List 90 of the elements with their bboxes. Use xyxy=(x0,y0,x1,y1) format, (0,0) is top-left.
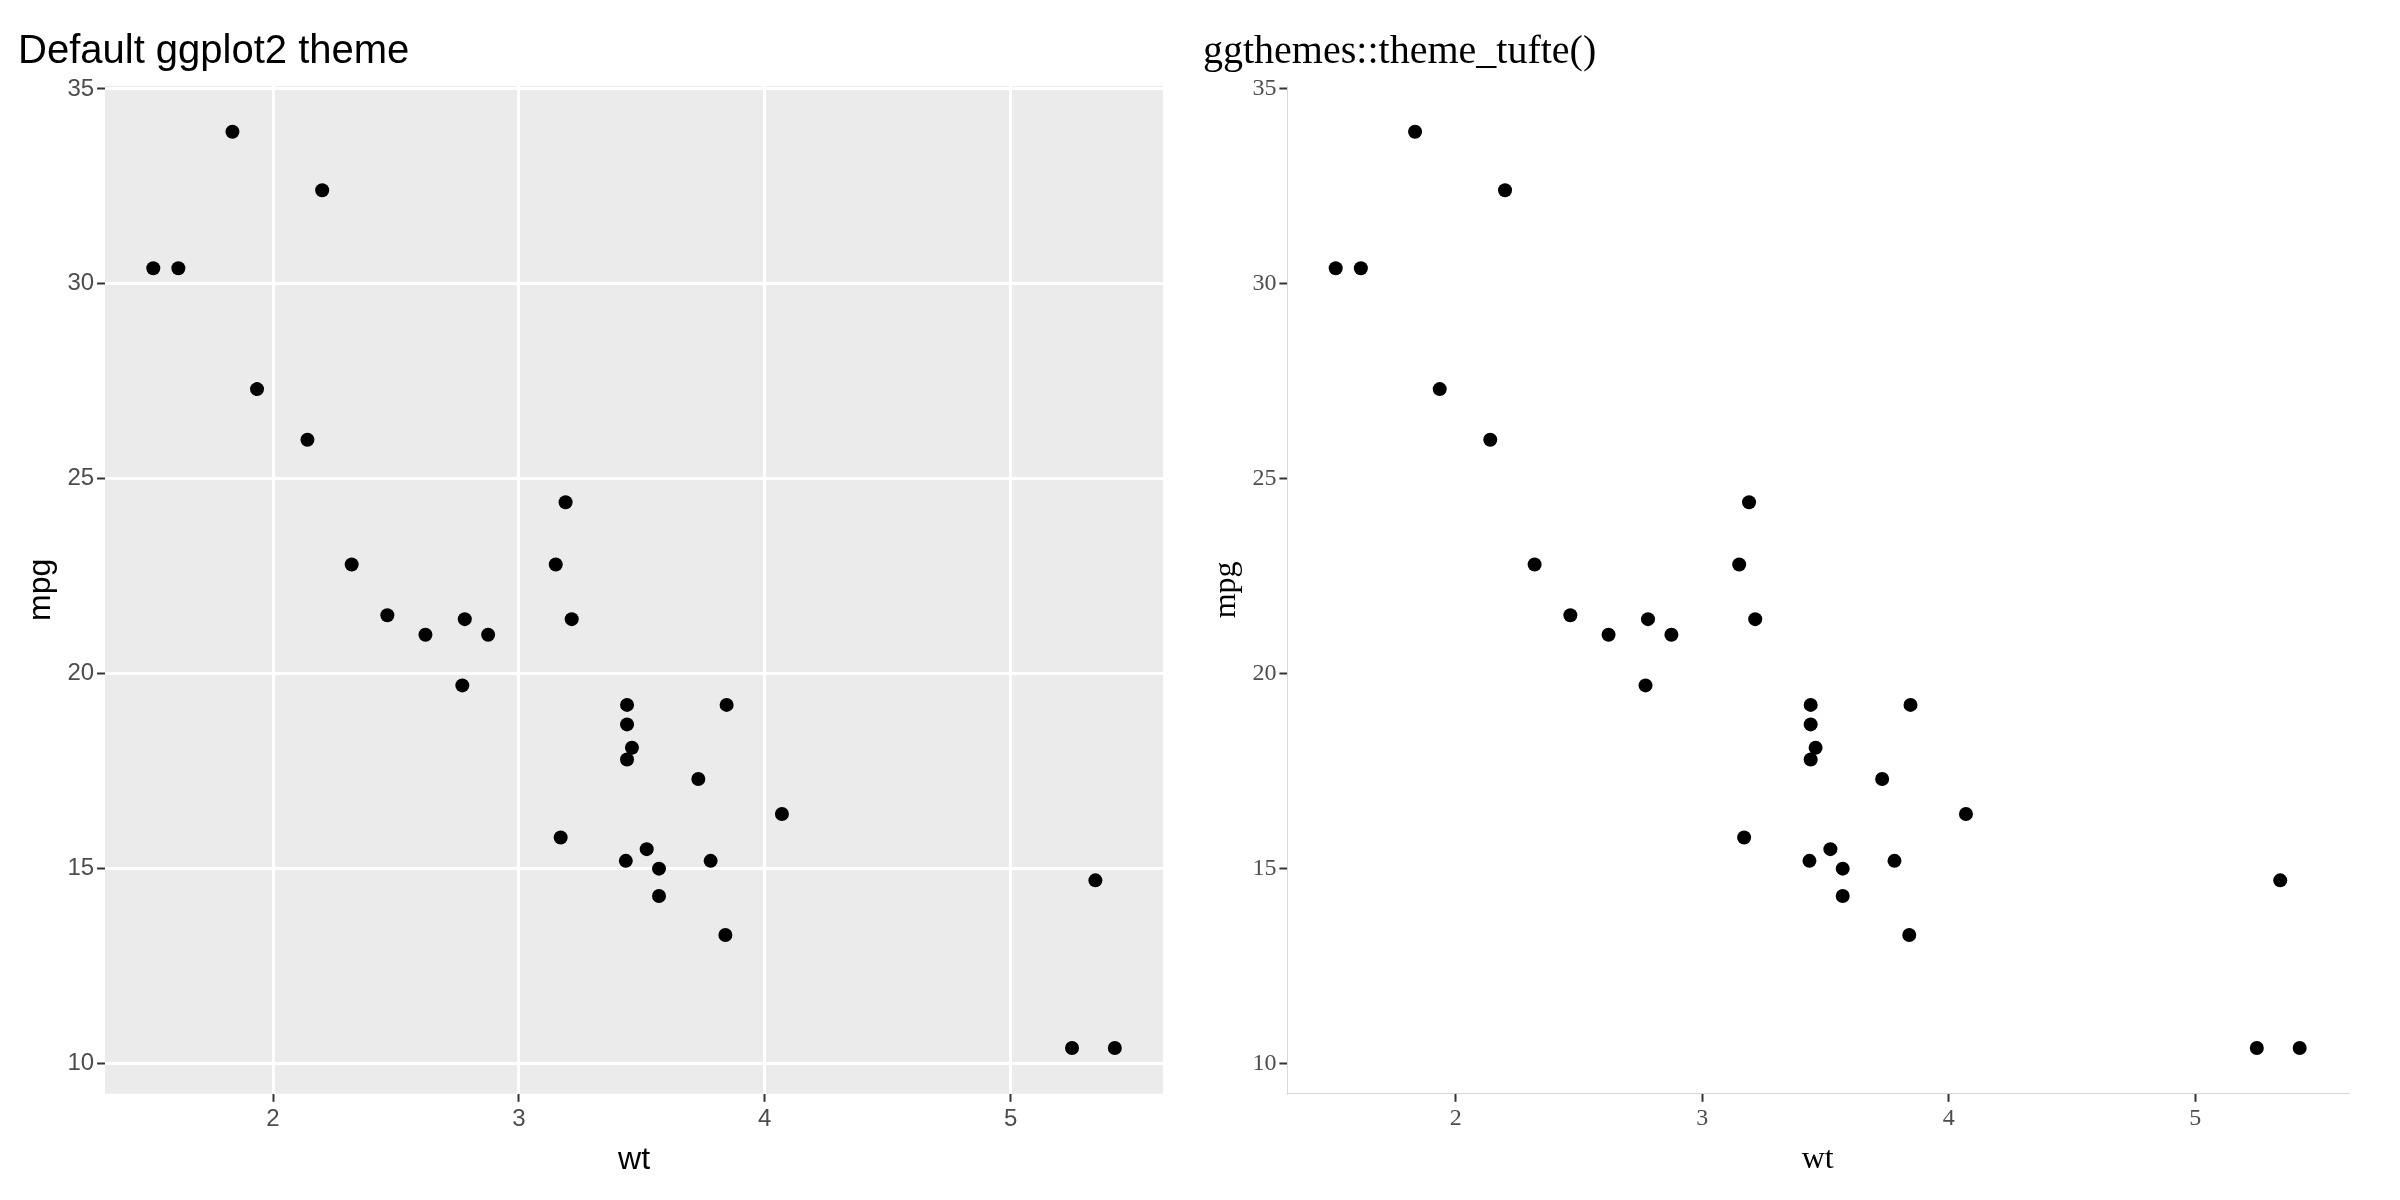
point xyxy=(1432,382,1447,397)
x-tick-label: 5 xyxy=(1003,1103,1018,1131)
point xyxy=(1742,495,1757,510)
y-tick-label: 20 xyxy=(1252,659,1277,686)
point xyxy=(250,382,265,397)
point xyxy=(457,612,472,627)
point xyxy=(718,927,733,942)
point xyxy=(2292,1040,2307,1055)
point xyxy=(553,830,568,845)
point xyxy=(1641,612,1655,627)
point xyxy=(1835,888,1850,903)
point xyxy=(620,717,635,732)
point xyxy=(2249,1040,2264,1055)
x-axis-title: wt xyxy=(617,1139,651,1176)
point xyxy=(1803,697,1818,712)
point xyxy=(1328,261,1343,276)
point xyxy=(1107,1040,1122,1055)
x-tick-label: 4 xyxy=(758,1103,772,1131)
point xyxy=(146,261,161,276)
point xyxy=(418,627,433,642)
point xyxy=(1803,717,1818,732)
point xyxy=(564,612,579,627)
point xyxy=(618,853,633,868)
point xyxy=(1353,261,1368,276)
point xyxy=(1875,771,1890,786)
point xyxy=(1958,807,1973,822)
point xyxy=(1065,1040,1080,1055)
point xyxy=(1887,853,1902,868)
point xyxy=(624,740,639,755)
point xyxy=(225,124,240,139)
x-tick-label: 3 xyxy=(1696,1104,1709,1131)
point xyxy=(1902,927,1917,942)
point xyxy=(1803,752,1818,767)
point xyxy=(300,432,315,447)
y-tick-label: 10 xyxy=(1252,1048,1277,1075)
point xyxy=(1737,830,1752,845)
y-axis-title: mpg xyxy=(21,558,58,622)
point xyxy=(1527,557,1542,572)
point xyxy=(1601,627,1616,642)
y-tick-label: 30 xyxy=(67,268,95,296)
x-tick-label: 2 xyxy=(266,1103,280,1131)
point xyxy=(652,888,666,903)
point xyxy=(1088,873,1103,888)
point xyxy=(1498,183,1513,198)
point xyxy=(1408,124,1423,139)
point xyxy=(2273,873,2288,888)
y-tick-label: 35 xyxy=(1252,74,1277,101)
point xyxy=(344,557,359,572)
point xyxy=(171,261,186,276)
point xyxy=(703,853,718,868)
x-tick-label: 5 xyxy=(2189,1104,2202,1131)
point xyxy=(1638,678,1653,693)
point xyxy=(1903,697,1918,712)
y-tick-label: 25 xyxy=(67,463,95,491)
point xyxy=(639,842,654,857)
point xyxy=(1664,627,1679,642)
y-tick-label: 30 xyxy=(1252,269,1277,296)
point xyxy=(380,608,395,623)
y-tick-label: 35 xyxy=(67,73,95,101)
point xyxy=(652,861,666,876)
y-tick-label: 20 xyxy=(67,658,95,686)
point xyxy=(558,495,573,510)
point xyxy=(548,557,563,572)
x-tick-label: 3 xyxy=(512,1103,526,1131)
chart-title: ggthemes::theme_tufte() xyxy=(1203,26,1597,72)
point xyxy=(620,752,635,767)
point xyxy=(1732,557,1747,572)
point xyxy=(1563,608,1578,623)
y-tick-label: 10 xyxy=(67,1048,95,1076)
point xyxy=(1835,861,1850,876)
point xyxy=(1823,842,1838,857)
point xyxy=(481,627,496,642)
point xyxy=(455,678,470,693)
point xyxy=(1808,740,1823,755)
y-tick-label: 25 xyxy=(1252,464,1277,491)
x-tick-label: 2 xyxy=(1449,1104,1462,1131)
y-axis-title: mpg xyxy=(1205,561,1242,619)
point xyxy=(1483,432,1498,447)
x-axis-title: wt xyxy=(1801,1139,1834,1176)
point xyxy=(1748,612,1763,627)
y-tick-label: 15 xyxy=(67,853,95,881)
chart-title: Default ggplot2 theme xyxy=(18,27,410,72)
point xyxy=(1802,853,1817,868)
point xyxy=(620,697,635,712)
y-tick-label: 15 xyxy=(1252,853,1277,880)
point xyxy=(315,183,330,198)
point xyxy=(719,697,734,712)
point xyxy=(774,807,789,822)
point xyxy=(691,771,706,786)
x-tick-label: 4 xyxy=(1942,1104,1955,1131)
